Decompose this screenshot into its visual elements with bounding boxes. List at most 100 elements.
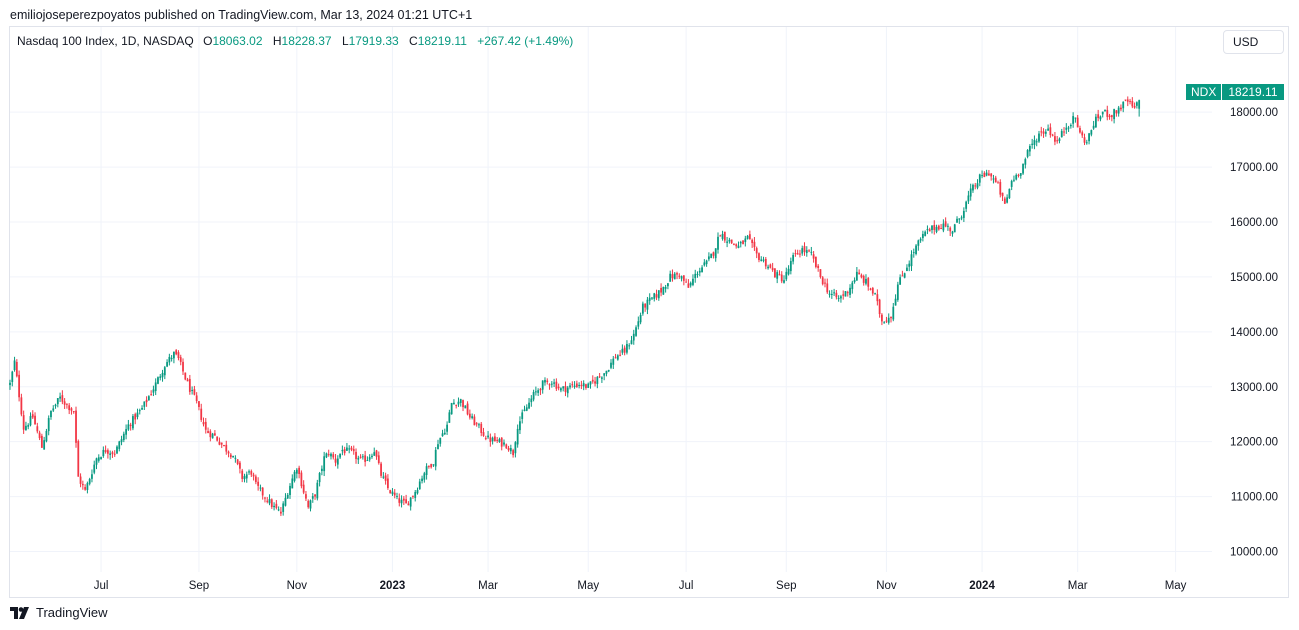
candle-body [758, 253, 760, 260]
candle-body [789, 261, 792, 272]
candle-body [487, 435, 489, 438]
candle-body [166, 362, 168, 367]
candle-body [173, 351, 175, 359]
candle-body [1047, 128, 1049, 131]
candle-body [985, 172, 988, 176]
candle-body [530, 398, 533, 403]
candle-body [120, 439, 123, 443]
candle-body [678, 275, 681, 277]
candle-body [564, 386, 567, 392]
currency-button[interactable]: USD [1223, 30, 1284, 54]
candle-body [81, 483, 84, 486]
candle-body [507, 447, 510, 451]
candle-body [61, 395, 64, 402]
candle-body [1001, 192, 1004, 197]
candle-body [1138, 100, 1141, 109]
candle-body [405, 499, 408, 504]
candle-body [792, 254, 795, 262]
candle-body [243, 476, 246, 480]
candle-body [1060, 131, 1063, 138]
candle-body [1135, 102, 1138, 106]
candle-body [924, 231, 927, 236]
candle-body [912, 252, 915, 254]
candle-body [163, 367, 166, 376]
candle-body [50, 410, 52, 418]
candle-body [282, 503, 285, 512]
candle-body [553, 382, 555, 384]
candle-body [1079, 128, 1081, 133]
candle-body [689, 282, 692, 286]
candle-body [721, 233, 724, 239]
tradingview-logo-icon [10, 606, 29, 619]
candle-body [412, 495, 414, 497]
candle-body [673, 273, 676, 280]
candle-body [949, 227, 952, 232]
candle-body [359, 456, 362, 458]
symbol-description[interactable]: Nasdaq 100 Index, 1D, NASDAQ [17, 34, 194, 48]
candle-body [1126, 99, 1129, 102]
candle-body [421, 478, 423, 482]
candle-body [849, 287, 851, 295]
x-tick-label: 2024 [969, 580, 995, 592]
candle-body [1042, 131, 1045, 134]
candle-body [935, 226, 938, 232]
candle-body [903, 273, 906, 278]
candle-body [95, 458, 98, 465]
candle-body [400, 499, 403, 504]
candle-body [532, 391, 535, 400]
candle-body [707, 256, 710, 260]
y-tick-label: 12000.00 [1230, 437, 1278, 449]
candle-body [134, 414, 137, 420]
candle-body [626, 344, 628, 353]
candle-body [1124, 99, 1127, 101]
x-tick-label: Mar [478, 580, 498, 592]
candle-body [1038, 133, 1040, 142]
candle-body [234, 457, 237, 459]
candle-body [241, 470, 244, 479]
candle-body [286, 494, 289, 499]
candle-body [398, 498, 401, 503]
candle-body [780, 274, 783, 282]
y-tick-label: 10000.00 [1230, 547, 1278, 559]
candle-body [229, 454, 232, 458]
candle-body [1051, 134, 1054, 136]
candle-body [213, 433, 216, 436]
candle-body [473, 416, 476, 426]
candle-body [714, 248, 717, 259]
candle-body [648, 297, 651, 301]
candle-body [147, 396, 150, 401]
candle-body [1113, 109, 1116, 120]
candle-body [453, 402, 455, 405]
candle-body [29, 416, 32, 426]
candle-body [774, 268, 776, 278]
candle-body [211, 433, 214, 439]
candle-body [819, 269, 822, 278]
y-tick-label: 14000.00 [1230, 327, 1278, 339]
candle-body [637, 321, 640, 327]
candle-body [179, 357, 182, 362]
candle-body [623, 347, 626, 353]
candle-body [295, 469, 298, 474]
candle-body [751, 239, 754, 244]
candle-body [994, 177, 997, 183]
candle-body [75, 410, 77, 443]
x-tick-label: Nov [287, 580, 308, 592]
candle-body [1074, 117, 1077, 119]
x-tick-label: May [1165, 580, 1187, 592]
candle-body [669, 273, 672, 282]
chart-pane[interactable] [9, 26, 1289, 598]
candle-body [871, 287, 874, 294]
candle-body [441, 433, 444, 437]
candle-body [516, 428, 519, 445]
candle-body [427, 465, 430, 467]
candle-body [667, 283, 669, 287]
candle-body [384, 475, 387, 481]
candle-body [746, 235, 749, 239]
tradingview-brand[interactable]: TradingView [10, 605, 108, 620]
candle-body [284, 497, 287, 506]
candle-body [446, 424, 448, 432]
candle-body [102, 449, 105, 457]
x-tick-label: Jul [94, 580, 109, 592]
candle-body [878, 299, 881, 315]
